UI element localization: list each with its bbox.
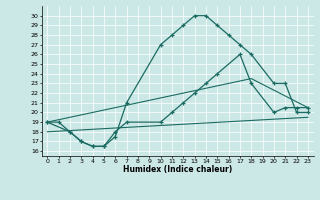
X-axis label: Humidex (Indice chaleur): Humidex (Indice chaleur) (123, 165, 232, 174)
